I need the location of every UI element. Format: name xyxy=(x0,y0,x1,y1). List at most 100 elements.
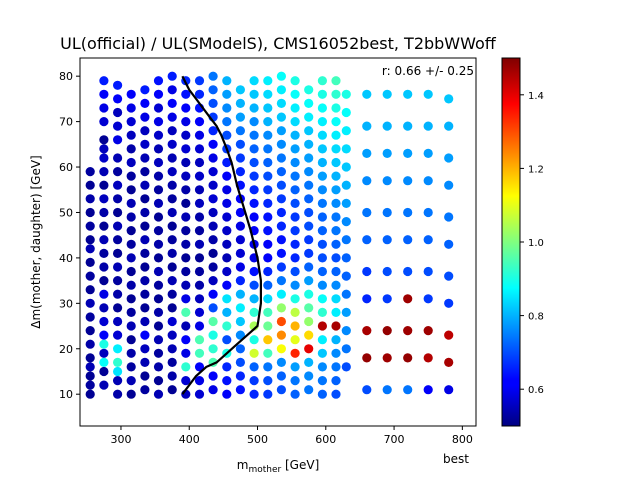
data-point xyxy=(403,148,413,158)
data-point xyxy=(263,307,273,317)
data-point xyxy=(331,185,341,195)
data-point xyxy=(263,117,273,127)
data-point xyxy=(290,362,300,372)
data-point xyxy=(140,139,150,149)
data-point xyxy=(317,266,327,277)
data-point xyxy=(85,389,95,399)
data-point xyxy=(290,280,300,290)
data-point xyxy=(290,171,300,181)
data-point xyxy=(126,294,136,304)
x-tick-label: 400 xyxy=(179,433,200,446)
data-point xyxy=(85,194,95,204)
data-point xyxy=(85,353,95,363)
data-point xyxy=(222,321,232,331)
y-axis-label: Δm(mother, daughter) [GeV] xyxy=(29,155,43,328)
x-tick-label: 800 xyxy=(452,433,473,446)
data-point xyxy=(222,294,232,304)
data-point xyxy=(263,212,273,222)
data-point xyxy=(113,344,123,354)
data-point xyxy=(194,376,205,386)
data-point xyxy=(331,103,341,113)
data-point xyxy=(331,253,341,263)
data-point xyxy=(331,362,341,372)
data-point xyxy=(113,316,123,327)
data-point xyxy=(181,185,191,195)
data-point xyxy=(341,271,351,281)
data-point xyxy=(304,194,314,204)
colorbar-ticks: 0.6 0.8 1.0 1.2 1.4 xyxy=(520,91,544,396)
data-point xyxy=(153,376,164,386)
data-point xyxy=(167,112,177,122)
data-point xyxy=(113,135,123,145)
data-point xyxy=(222,157,232,168)
data-point xyxy=(167,248,177,258)
data-point xyxy=(99,135,109,145)
data-point xyxy=(290,117,300,127)
data-point xyxy=(317,157,327,168)
data-point xyxy=(362,385,372,395)
data-point xyxy=(140,303,150,313)
data-point xyxy=(276,167,286,177)
data-point xyxy=(126,185,136,195)
data-point xyxy=(317,144,327,154)
data-point xyxy=(126,117,136,127)
data-point xyxy=(263,198,273,208)
data-point xyxy=(403,385,413,395)
data-point xyxy=(126,171,136,181)
data-point xyxy=(331,294,341,304)
data-point xyxy=(181,144,191,154)
data-point xyxy=(331,307,341,317)
data-point xyxy=(85,312,95,322)
data-point xyxy=(167,235,177,245)
data-point xyxy=(153,89,164,99)
data-point xyxy=(331,226,341,236)
data-point xyxy=(235,262,245,272)
r-annotation: r: 0.66 +/- 0.25 xyxy=(382,64,474,78)
data-point xyxy=(444,298,454,308)
data-point xyxy=(85,362,95,372)
data-point xyxy=(235,207,245,218)
data-point xyxy=(341,307,351,317)
data-point xyxy=(140,180,150,190)
data-point xyxy=(113,235,123,245)
data-point xyxy=(317,376,327,386)
data-point xyxy=(249,117,259,127)
data-point xyxy=(167,167,177,177)
data-point xyxy=(331,76,341,86)
data-point xyxy=(99,289,109,299)
data-point xyxy=(208,139,218,149)
data-point xyxy=(85,221,95,231)
data-point xyxy=(208,194,218,204)
data-point xyxy=(304,303,314,313)
data-point xyxy=(167,207,177,218)
data-point xyxy=(403,176,413,186)
data-point xyxy=(444,180,454,190)
data-point xyxy=(181,130,191,140)
data-point xyxy=(153,103,164,113)
data-point xyxy=(153,321,164,331)
data-point xyxy=(167,126,177,136)
data-point xyxy=(235,98,245,108)
data-point xyxy=(194,89,205,99)
data-point xyxy=(331,348,341,358)
data-point xyxy=(194,280,205,290)
plot-frame xyxy=(79,57,477,427)
data-point xyxy=(317,335,327,345)
data-point xyxy=(208,344,218,354)
data-point xyxy=(222,239,232,249)
data-point xyxy=(304,207,314,218)
data-point xyxy=(249,185,259,195)
data-point xyxy=(304,98,314,108)
data-point xyxy=(444,153,454,163)
data-point xyxy=(113,357,123,367)
data-point xyxy=(331,321,341,331)
data-point xyxy=(276,371,286,381)
data-point xyxy=(99,144,109,154)
data-point xyxy=(331,144,341,154)
data-point xyxy=(140,330,150,340)
data-point xyxy=(140,98,150,108)
data-point xyxy=(208,316,218,327)
data-point xyxy=(153,294,164,304)
data-point xyxy=(423,385,433,395)
data-point xyxy=(263,185,273,195)
